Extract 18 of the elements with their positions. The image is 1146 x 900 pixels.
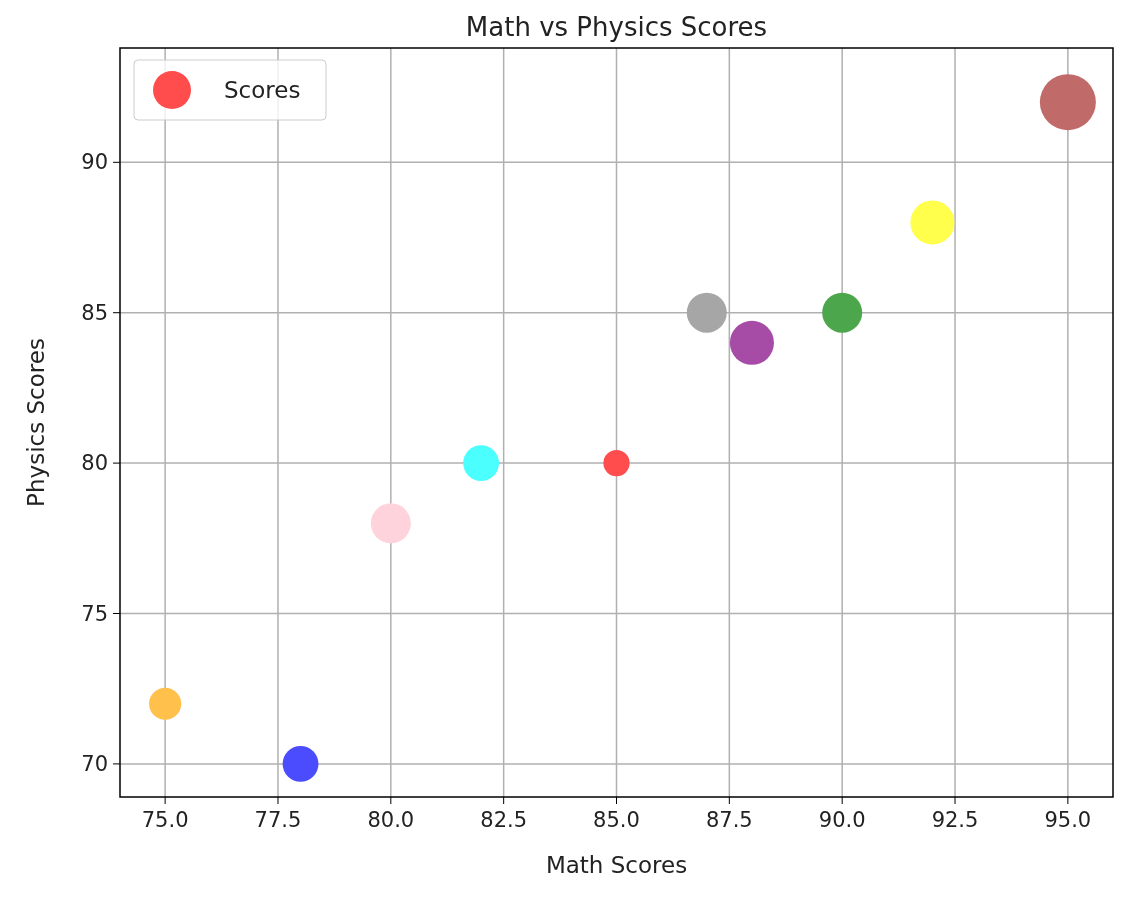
x-tick-label: 90.0 (818, 808, 866, 832)
x-tick-label: 85.0 (593, 808, 640, 832)
x-axis-title: Math Scores (545, 852, 688, 878)
x-tick-label: 95.0 (1044, 808, 1092, 832)
chart-title: Math vs Physics Scores (465, 12, 768, 42)
y-axis-title: Physics Scores (23, 338, 49, 507)
y-tick-label: 70 (81, 751, 108, 776)
x-tick-label: 80.0 (367, 808, 415, 832)
x-tick-label: 87.5 (705, 808, 753, 832)
x-tick-label: 75.0 (141, 808, 189, 832)
x-tick-label: 92.5 (931, 808, 979, 832)
y-tick-label: 80 (81, 451, 108, 476)
x-tick-label: 82.5 (480, 808, 528, 832)
y-tick-label: 75 (81, 601, 108, 626)
legend-label: Scores (224, 77, 301, 103)
x-tick-label: 77.5 (254, 808, 302, 832)
y-tick-label: 90 (81, 150, 108, 175)
y-tick-label: 85 (81, 300, 108, 325)
